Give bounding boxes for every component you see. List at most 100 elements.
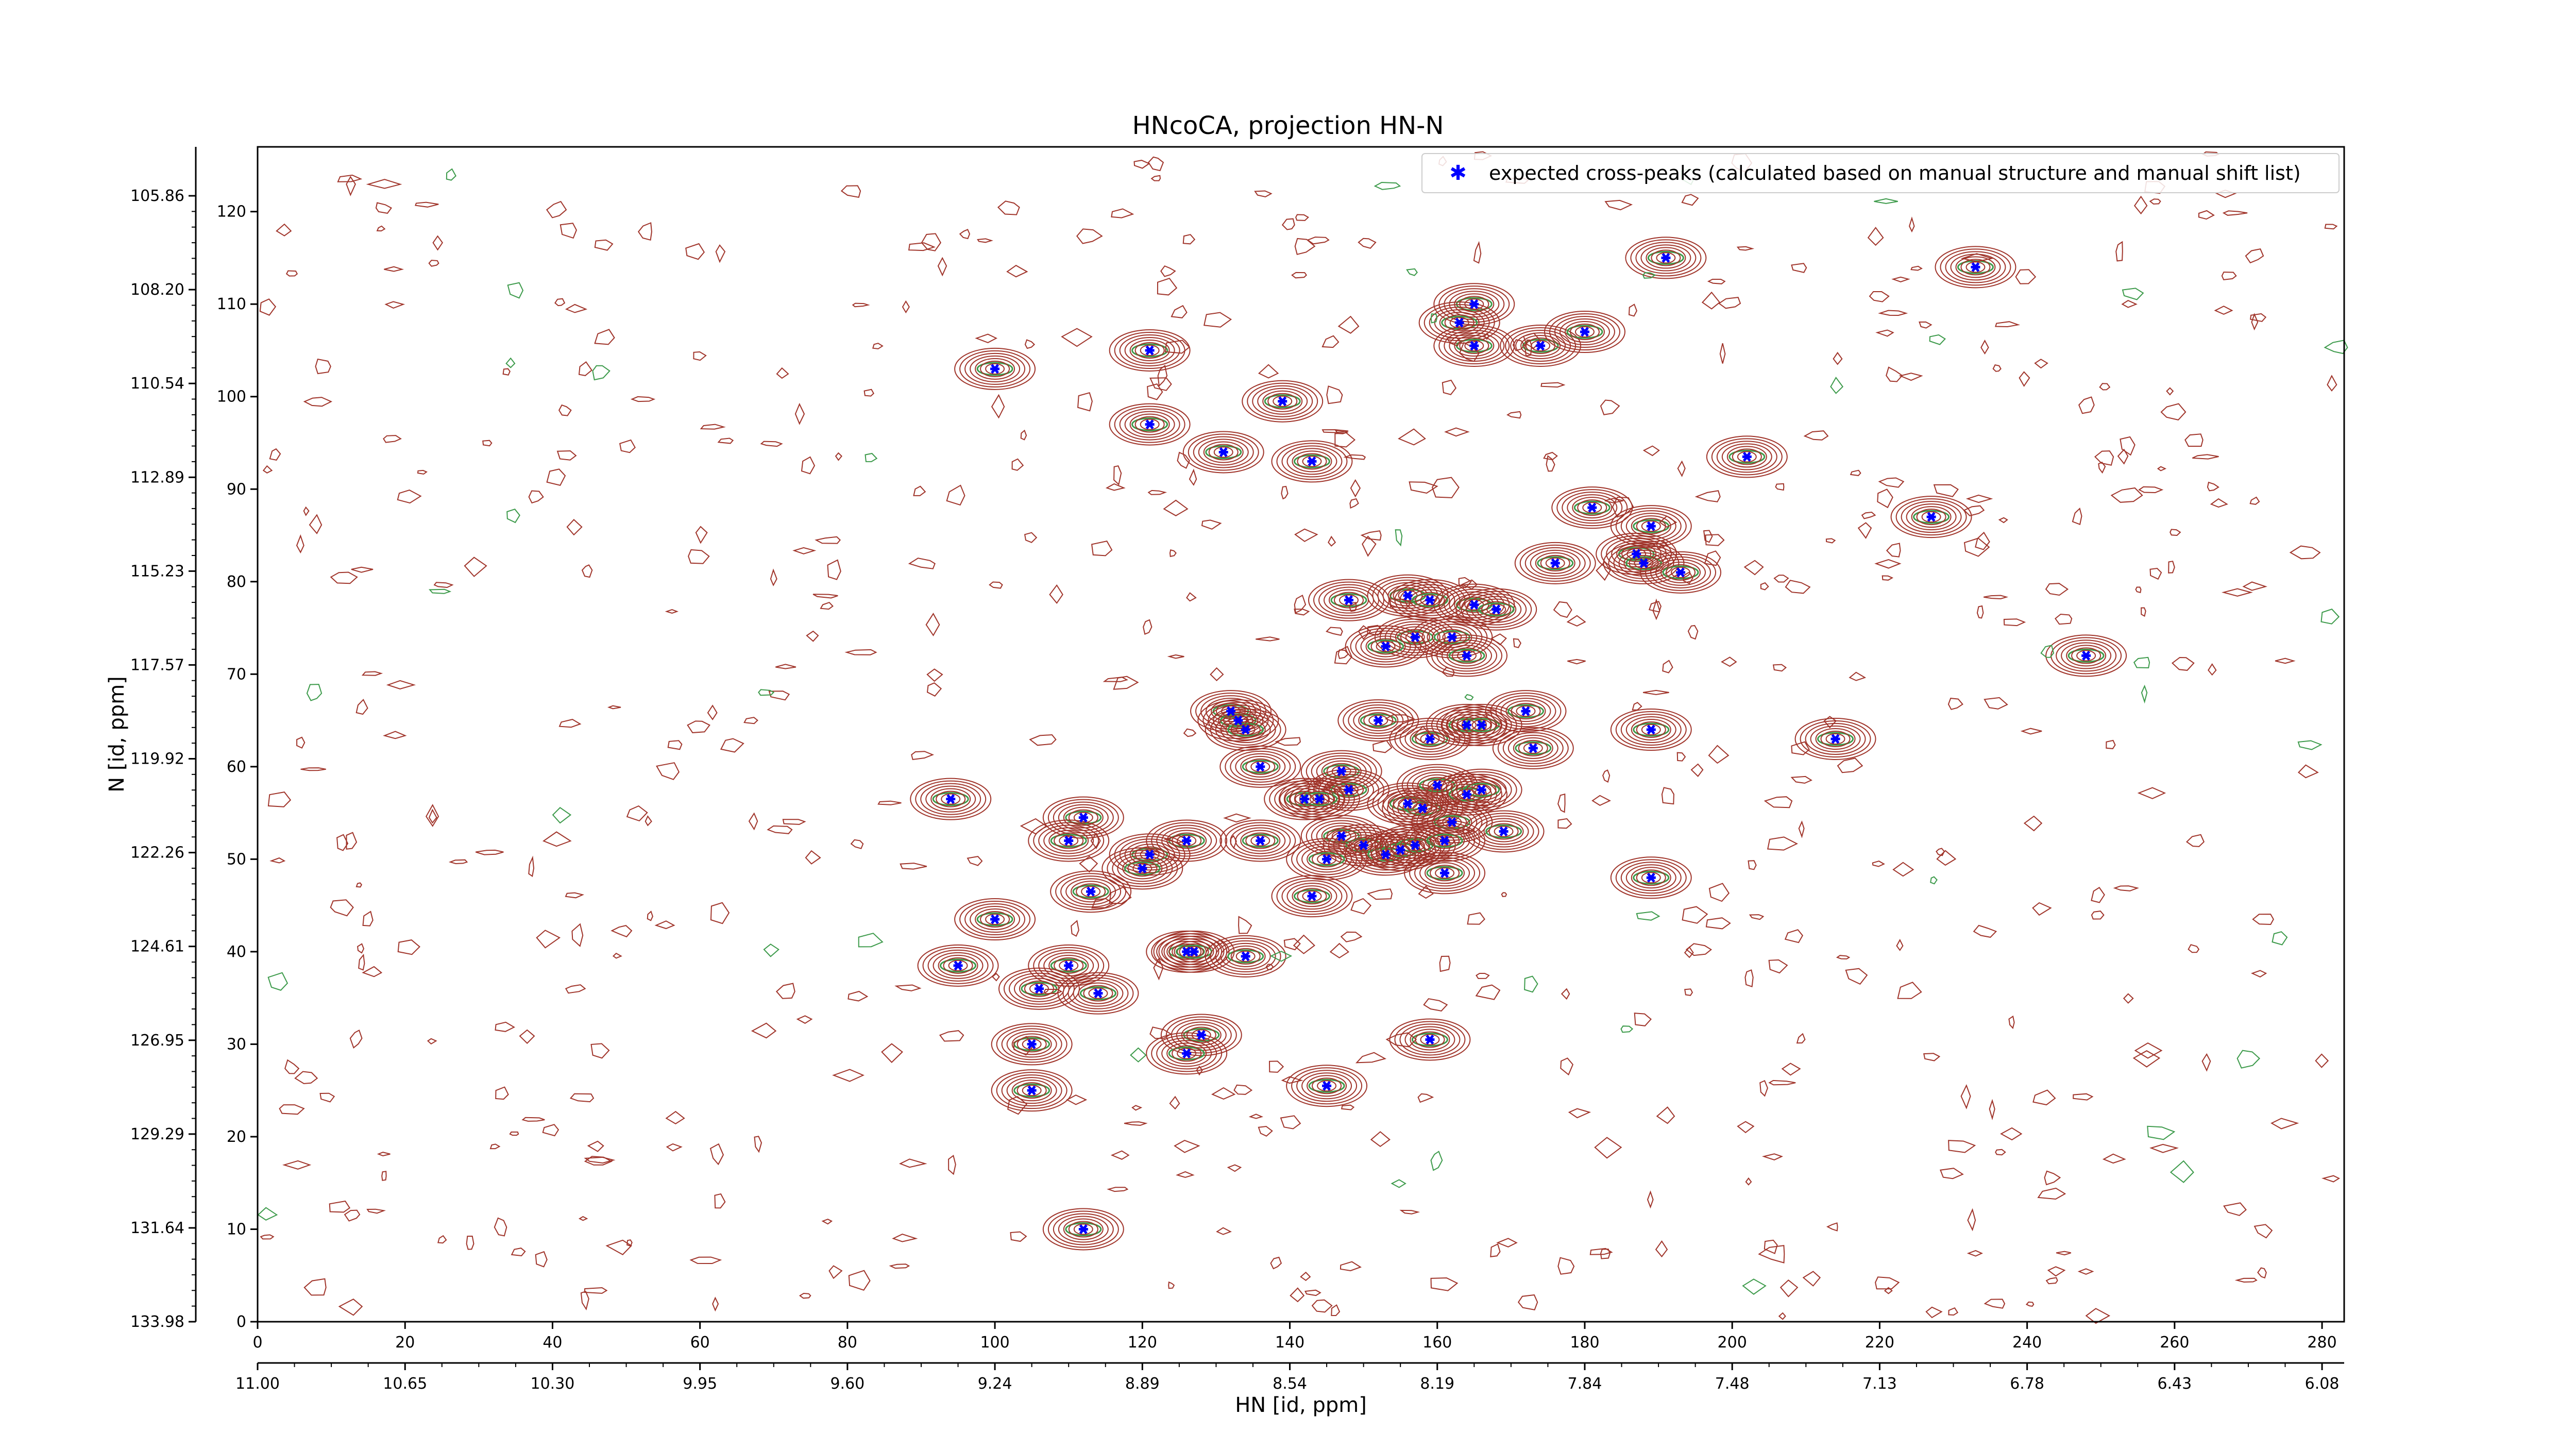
- noise-contour: [689, 1256, 722, 1265]
- cross-peak-point: [1550, 558, 1560, 568]
- noise-contour: [1604, 498, 1624, 503]
- noise-contour: [319, 1092, 335, 1103]
- noise-contour: [259, 298, 277, 316]
- noise-contour: [2252, 914, 2274, 925]
- noise-contour: [1677, 460, 1686, 477]
- cross-peak-point: [1440, 835, 1450, 846]
- positive-contour: [1140, 418, 1160, 430]
- positive-contour: [985, 363, 1005, 375]
- noise-contour: [338, 1299, 363, 1316]
- noise-contour: [1764, 796, 1793, 808]
- noise-contour: [1409, 481, 1438, 494]
- positive-contour: [1805, 722, 1866, 755]
- cross-peak-point: [1440, 868, 1450, 878]
- noise-contour: [775, 664, 796, 669]
- positive-contour: [1124, 841, 1175, 868]
- positive-contour: [1615, 859, 1687, 897]
- positive-contour: [1415, 592, 1445, 609]
- positive-contour: [1211, 700, 1251, 722]
- marker-center: [2083, 653, 2089, 659]
- marker-center: [1648, 727, 1654, 733]
- positive-contour: [1240, 830, 1281, 852]
- positive-contour: [1345, 625, 1427, 668]
- negative-contour: [1455, 297, 1493, 311]
- cross-peak-point: [1256, 762, 1265, 772]
- marker-center: [1427, 597, 1433, 603]
- noise-contour: [820, 601, 834, 610]
- noise-contour: [1484, 332, 1490, 340]
- positive-contour: [1122, 857, 1163, 880]
- noise-contour: [1685, 943, 1713, 956]
- y-axis-ticks: 0 10 20 30 40 50 60 70 80 90 100 110 120: [217, 203, 258, 1331]
- noise-contour: [384, 301, 405, 309]
- positive-contour: [1188, 433, 1259, 471]
- y-tick-label: 120: [217, 203, 246, 221]
- noise-contour: [2160, 403, 2187, 421]
- noise-contour: [565, 984, 586, 994]
- positive-contour: [1666, 564, 1696, 581]
- x-tick-label: 220: [1865, 1334, 1894, 1352]
- noise-contour: [296, 736, 306, 749]
- noise-contour: [709, 1143, 724, 1166]
- ppm-y-axis-ticks: 133.98 131.64 129.29 126.95 124.61 122.26 119.…: [130, 187, 196, 1331]
- positive-contour: [1112, 852, 1173, 885]
- peak-contours: [1610, 856, 1692, 899]
- positive-contour: [998, 967, 1080, 1010]
- positive-contour: [1286, 1065, 1368, 1107]
- plot-area: [258, 147, 2344, 1322]
- positive-contour: [1711, 438, 1783, 476]
- positive-contour: [1208, 444, 1239, 461]
- legend-label: expected cross-peaks (calculated based o…: [1489, 162, 2301, 184]
- positive-contour: [959, 901, 1031, 938]
- positive-contour: [1281, 880, 1343, 913]
- noise-contour: [584, 1156, 613, 1166]
- cross-peak-point: [1646, 521, 1656, 531]
- noise-contour: [1524, 340, 1532, 357]
- noise-contour: [2122, 288, 2144, 300]
- noise-contour: [2134, 1042, 2163, 1059]
- marker-center: [1140, 866, 1145, 871]
- positive-contour: [1281, 445, 1343, 478]
- positive-contour: [1242, 380, 1324, 423]
- noise-contour: [1043, 989, 1063, 995]
- marker-center: [1471, 602, 1477, 608]
- noise-contour: [1963, 537, 1990, 557]
- cross-peak-point: [1381, 849, 1391, 860]
- negative-contour: [940, 958, 977, 973]
- positive-contour: [1286, 448, 1337, 475]
- noise-contour: [1984, 697, 2008, 710]
- noise-contour: [429, 588, 452, 594]
- noise-contour: [511, 1248, 526, 1257]
- cross-peak-point: [1410, 840, 1420, 850]
- y-tick-label: 60: [227, 758, 246, 776]
- positive-contour: [1309, 793, 1329, 805]
- noise-contour: [366, 1208, 386, 1214]
- noise-contour: [844, 649, 877, 655]
- noise-contour: [1210, 667, 1224, 681]
- noise-contour: [2003, 618, 2026, 627]
- peak-contours: [1404, 852, 1486, 895]
- marker-center: [1346, 787, 1352, 793]
- cross-peak-point: [1241, 724, 1250, 735]
- noise-contour: [1294, 238, 1316, 255]
- noise-contour: [913, 485, 926, 496]
- noise-contour: [1802, 1271, 1821, 1287]
- noise-contour: [1029, 734, 1057, 746]
- cross-peak-point: [1381, 641, 1391, 651]
- noise-contour: [1995, 321, 2021, 328]
- positive-contour: [2076, 650, 2096, 662]
- noise-contour: [1833, 351, 1843, 365]
- noise-contour: [2198, 210, 2215, 220]
- noise-contour: [1837, 757, 1863, 773]
- marker-center: [1080, 1226, 1086, 1232]
- noise-contour: [2132, 1050, 2161, 1068]
- noise-contour: [355, 699, 368, 715]
- noise-contour: [1265, 964, 1274, 970]
- noise-contour: [1975, 531, 1990, 550]
- noise-contour: [1321, 429, 1349, 433]
- positive-contour: [1394, 1021, 1466, 1058]
- noise-contour: [578, 361, 592, 376]
- noise-contour: [1557, 818, 1572, 829]
- noise-contour: [911, 751, 935, 761]
- positive-contour: [1610, 856, 1692, 899]
